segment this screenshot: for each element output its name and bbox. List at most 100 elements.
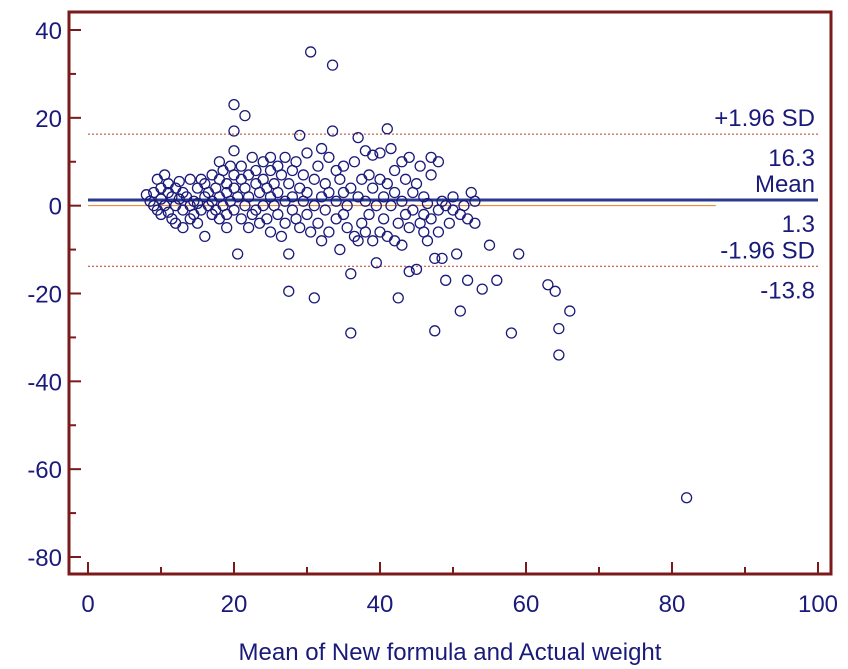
data-point	[436, 252, 448, 265]
data-point	[158, 200, 171, 212]
data-point	[228, 169, 240, 181]
data-point	[491, 274, 503, 286]
data-point	[429, 252, 441, 265]
data-point	[246, 151, 258, 164]
data-point	[315, 142, 328, 155]
data-point	[337, 160, 350, 172]
data-point	[177, 204, 189, 216]
data-point	[450, 248, 463, 260]
data-point	[326, 125, 339, 137]
data-point	[228, 125, 240, 137]
data-point	[275, 230, 288, 243]
data-point	[199, 230, 211, 243]
data-point	[421, 235, 434, 247]
y-tick-label: 20	[35, 106, 62, 133]
data-point	[140, 189, 153, 201]
data-point	[363, 169, 375, 181]
data-point	[356, 173, 368, 185]
x-tick-label: 100	[798, 591, 838, 618]
data-point	[385, 142, 397, 155]
data-point	[388, 164, 401, 177]
data-point	[359, 195, 372, 207]
data-point	[279, 217, 291, 229]
reference-line-value: 1.3	[782, 211, 815, 238]
data-point	[388, 235, 401, 247]
data-point	[326, 59, 339, 71]
data-point	[425, 213, 437, 225]
data-point	[447, 204, 459, 216]
data-point	[414, 160, 426, 172]
data-point	[155, 182, 167, 194]
data-point	[221, 208, 233, 221]
data-point	[418, 208, 430, 221]
data-point	[217, 164, 229, 177]
data-point	[345, 268, 357, 280]
data-point	[312, 217, 324, 229]
data-point	[334, 173, 346, 185]
data-point	[374, 226, 386, 238]
data-point	[432, 226, 445, 238]
data-point	[388, 186, 401, 199]
data-point	[228, 145, 240, 157]
data-point	[308, 200, 320, 212]
data-point	[301, 186, 313, 199]
data-point	[330, 213, 342, 225]
data-point	[253, 186, 266, 199]
reference-line-name: +1.96 SD	[714, 105, 815, 132]
data-point	[469, 217, 481, 229]
data-point	[330, 195, 342, 207]
data-point	[231, 191, 244, 203]
data-point	[283, 285, 295, 297]
data-point	[549, 285, 561, 297]
data-point	[542, 279, 554, 291]
data-point	[374, 147, 386, 159]
data-point	[286, 191, 299, 203]
data-point	[396, 195, 408, 207]
x-tick-label: 60	[513, 591, 540, 618]
data-point	[440, 274, 452, 286]
data-point	[294, 221, 306, 234]
data-point	[370, 257, 383, 269]
data-point	[283, 248, 295, 260]
data-point	[264, 226, 277, 238]
reference-line-value: 16.3	[768, 145, 815, 172]
reference-line-value: -13.8	[760, 277, 815, 304]
data-point	[454, 305, 466, 317]
data-point	[564, 305, 576, 317]
data-point	[312, 160, 324, 172]
data-point	[239, 109, 251, 122]
data-point	[443, 217, 456, 229]
data-point	[425, 169, 437, 181]
data-point	[275, 169, 288, 181]
x-tick-label: 80	[659, 591, 686, 618]
data-point	[319, 204, 331, 216]
data-point	[483, 239, 496, 251]
y-tick-label: -60	[27, 457, 62, 484]
data-point	[323, 186, 335, 199]
x-axis-ticks: 0 20 40 60 80 100	[81, 562, 838, 618]
data-point	[381, 230, 393, 243]
data-point	[272, 186, 284, 199]
y-tick-label: 0	[49, 194, 62, 221]
data-point	[235, 213, 247, 225]
data-point	[213, 213, 226, 225]
data-point	[257, 200, 269, 212]
data-point	[308, 292, 320, 304]
data-point	[410, 263, 423, 275]
data-point	[461, 274, 474, 286]
data-point	[206, 169, 218, 181]
data-point	[399, 208, 412, 221]
data-point	[553, 349, 565, 361]
x-axis-title: Mean of New formula and Actual weight	[239, 639, 662, 666]
data-point	[235, 160, 247, 172]
data-point	[283, 178, 295, 190]
data-point	[352, 131, 364, 144]
data-point	[162, 206, 174, 218]
y-tick-label: 40	[35, 18, 62, 45]
data-point	[323, 151, 335, 164]
data-point	[469, 195, 481, 207]
data-point	[425, 151, 437, 164]
data-point	[392, 292, 404, 304]
data-point	[396, 156, 408, 168]
